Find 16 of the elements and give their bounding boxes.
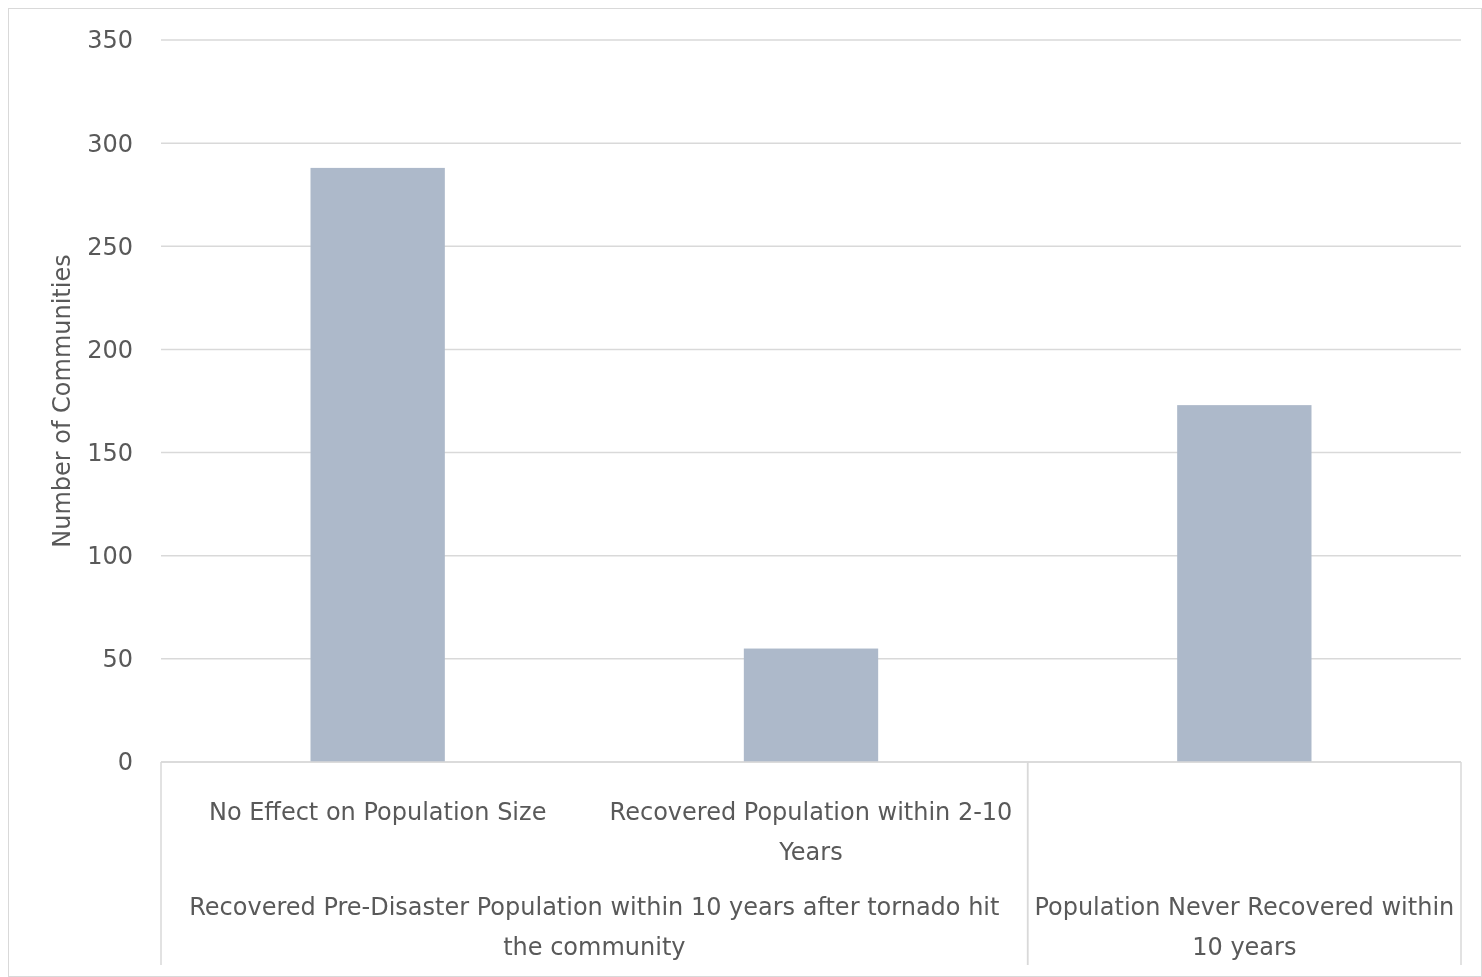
text: Population Never Recovered within 10 years — [1034, 893, 1455, 962]
bar — [743, 648, 879, 762]
bar — [1177, 405, 1312, 762]
y-tick-label: 200 — [87, 335, 133, 364]
y-tick-label: 250 — [87, 232, 133, 261]
y-tick-label: 0 — [117, 748, 133, 777]
y-axis-title: Number of Communities — [48, 254, 77, 548]
y-tick-label: 350 — [87, 26, 133, 55]
y-tick-label: 150 — [87, 438, 133, 467]
bar — [310, 167, 445, 762]
y-tick-label: 50 — [102, 645, 133, 674]
x-tick-label: No Effect on Population Size — [208, 798, 547, 827]
text: Recovered Pre-Disaster Population within 10 years after tornado hit the community — [189, 893, 1000, 962]
y-tick-label: 300 — [87, 129, 133, 158]
y-tick-label: 100 — [87, 542, 133, 571]
x-tick-label: Recovered Population within 2-10 Years — [609, 798, 1013, 867]
